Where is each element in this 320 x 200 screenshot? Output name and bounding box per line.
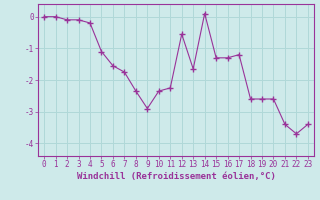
X-axis label: Windchill (Refroidissement éolien,°C): Windchill (Refroidissement éolien,°C) bbox=[76, 172, 276, 181]
